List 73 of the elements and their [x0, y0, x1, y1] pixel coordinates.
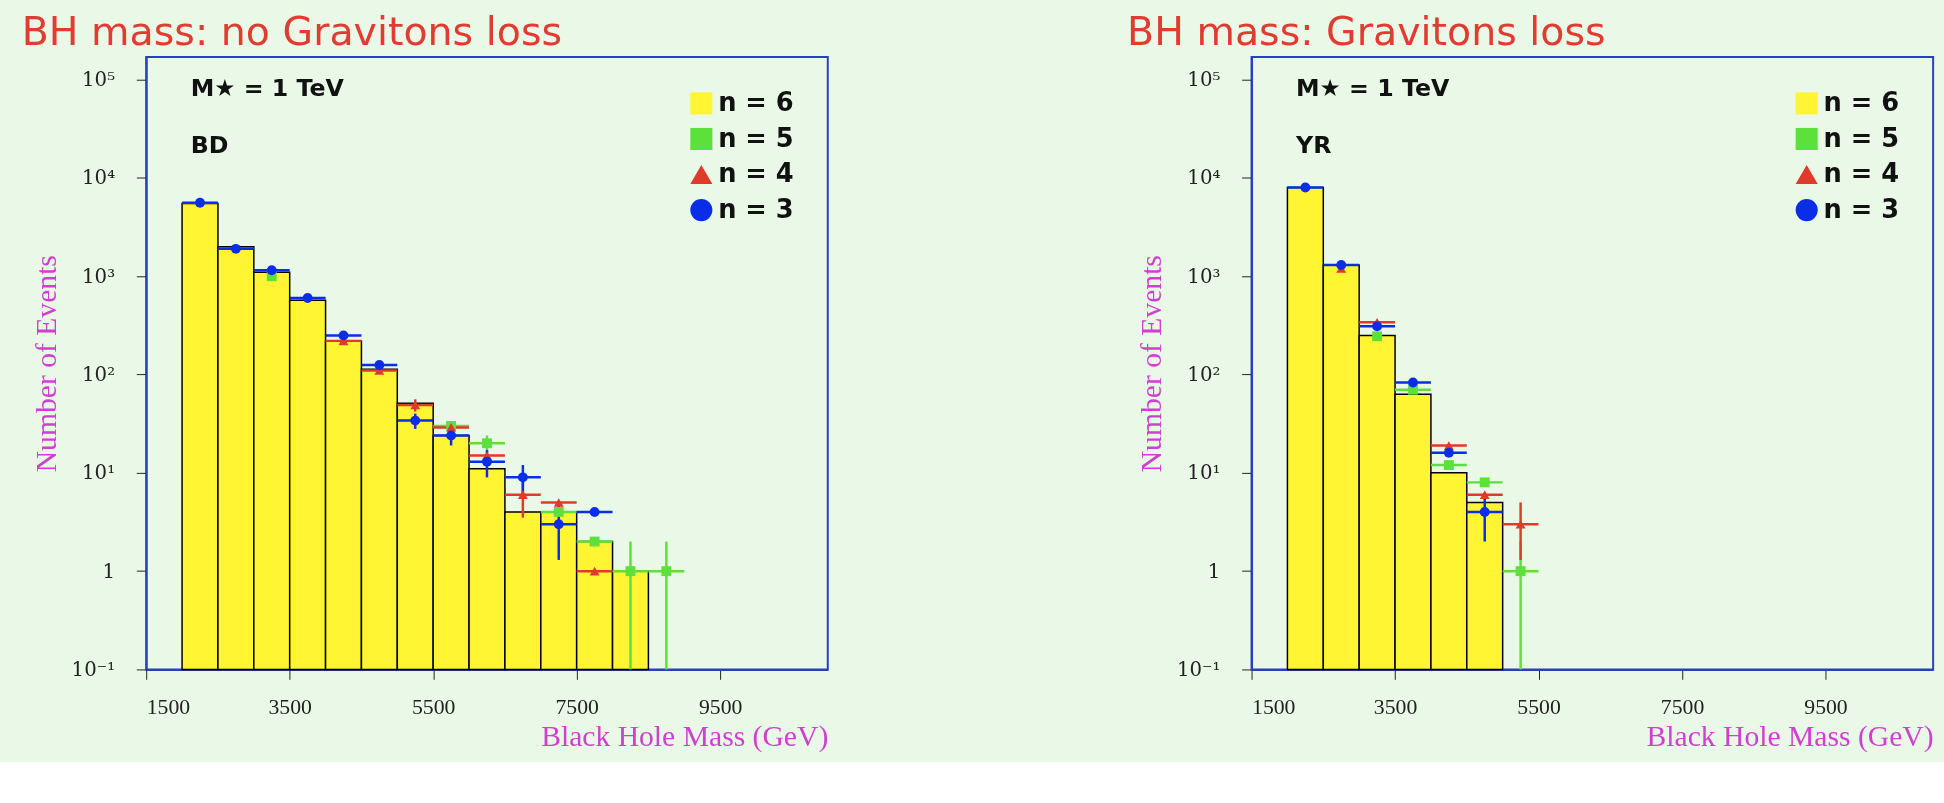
- point: [553, 498, 564, 507]
- x-axis-title: Black Hole Mass (GeV): [541, 719, 829, 753]
- y-tick-label: 10³: [1187, 264, 1221, 288]
- point: [1479, 490, 1490, 499]
- point: [1443, 460, 1454, 470]
- point: [589, 566, 600, 576]
- y-tick-label: 10²: [1187, 362, 1221, 386]
- y-axis-title: Number of Events: [29, 255, 62, 473]
- y-tick-label: 1: [1207, 559, 1221, 583]
- y-tick-label: 10⁴: [1187, 166, 1221, 190]
- point: [410, 415, 421, 426]
- y-tick-label: 10⁴: [82, 166, 116, 190]
- point: [1408, 377, 1418, 388]
- annotation: BD: [190, 130, 229, 159]
- chart-title: BH mass: no Gravitons loss: [21, 8, 563, 55]
- x-tick-label: 9500: [1804, 695, 1848, 720]
- chart-title: BH mass: Gravitons loss: [1127, 8, 1606, 55]
- point: [553, 519, 564, 530]
- legend-label: n = 3: [1823, 194, 1900, 225]
- annotation: M★ = 1 TeV: [190, 73, 345, 102]
- legend-label: n = 6: [718, 87, 794, 118]
- point: [482, 438, 492, 449]
- y-tick-label: 10⁻¹: [71, 657, 116, 681]
- legend-label: n = 4: [1823, 158, 1900, 189]
- point: [230, 243, 241, 254]
- point: [589, 507, 600, 517]
- x-tick-label: 7500: [555, 695, 600, 720]
- point: [625, 566, 636, 577]
- y-tick-label: 10²: [82, 362, 116, 386]
- x-tick-label: 3500: [1373, 695, 1418, 720]
- point: [1479, 477, 1490, 488]
- point: [195, 197, 205, 208]
- point: [1372, 321, 1383, 332]
- annotation: M★ = 1 TeV: [1296, 73, 1450, 102]
- point: [1515, 566, 1526, 577]
- y-tick-label: 10¹: [1187, 461, 1221, 485]
- x-tick-label: 1500: [1252, 695, 1296, 720]
- point: [553, 507, 564, 517]
- legend-label: n = 5: [1823, 122, 1900, 153]
- point: [1479, 507, 1490, 517]
- point: [266, 265, 277, 276]
- y-tick-label: 10⁵: [82, 68, 116, 92]
- point: [1443, 447, 1454, 458]
- legend-label: n = 5: [718, 122, 794, 153]
- point: [482, 456, 492, 467]
- y-tick-label: 10⁻¹: [1176, 657, 1221, 681]
- y-tick-label: 10⁵: [1187, 68, 1221, 92]
- annotation: YR: [1295, 130, 1332, 159]
- legend-label: n = 4: [718, 158, 794, 189]
- point: [517, 472, 528, 483]
- legend-label: n = 6: [1823, 87, 1900, 118]
- y-tick-label: 1: [102, 559, 116, 583]
- point: [374, 360, 385, 370]
- point: [1300, 182, 1311, 193]
- x-tick-label: 1500: [146, 695, 191, 720]
- y-axis-title: Number of Events: [1135, 255, 1168, 473]
- x-tick-label: 5500: [1517, 695, 1561, 720]
- point: [1336, 260, 1347, 270]
- y-tick-label: 10¹: [82, 461, 116, 485]
- legend-label: n = 3: [718, 194, 794, 225]
- point: [517, 490, 528, 499]
- x-tick-label: 5500: [411, 695, 456, 720]
- x-tick-label: 9500: [698, 695, 743, 720]
- point: [661, 566, 672, 577]
- point: [302, 293, 313, 303]
- x-tick-label: 7500: [1660, 695, 1705, 720]
- point: [589, 536, 600, 547]
- point: [1372, 331, 1383, 342]
- point: [338, 330, 349, 341]
- x-axis-title: Black Hole Mass (GeV): [1646, 719, 1934, 753]
- y-tick-label: 10³: [82, 264, 116, 288]
- x-tick-label: 3500: [268, 695, 313, 720]
- point: [446, 430, 457, 441]
